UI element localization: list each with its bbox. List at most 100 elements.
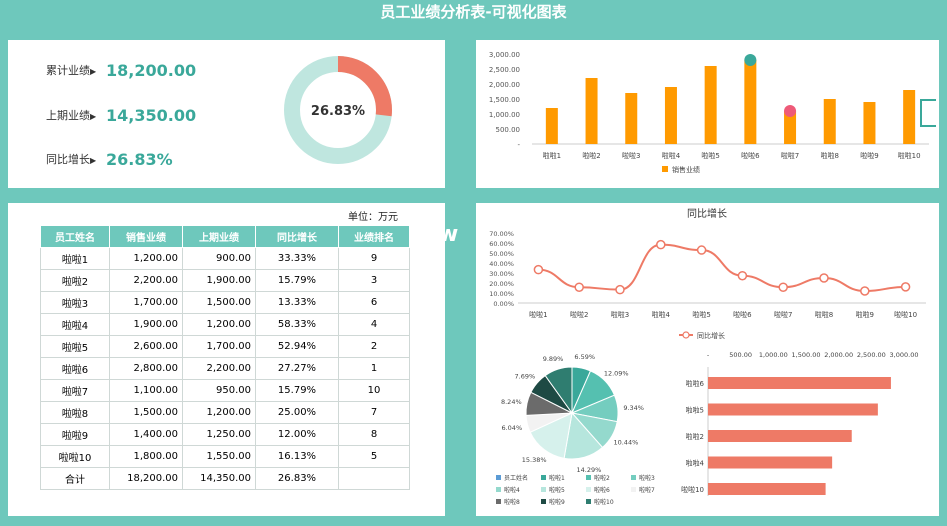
line-point (819, 273, 829, 283)
hbar (708, 403, 878, 416)
table-cell: 啦啦9 (40, 423, 110, 446)
table-cell: 2,200.00 (109, 269, 183, 292)
y-tick-label: 50.00% (489, 250, 514, 258)
legend-swatch (631, 475, 636, 480)
table-cell: 1,500.00 (109, 401, 183, 424)
top5-hbar-chart: - 500.00 1,000.00 1,500.00 2,000.00 2,500.00 3… (681, 351, 919, 496)
kpi-value: 14,350.00 (106, 105, 197, 125)
header-previous: 上期业绩 (182, 225, 256, 248)
line-point (574, 282, 584, 292)
table-cell: 10 (338, 379, 410, 402)
slice-label: 10.44% (613, 439, 638, 447)
bar (863, 102, 876, 144)
table-cell: 啦啦3 (40, 291, 110, 314)
x-tick-label: 啦啦8 (815, 310, 833, 319)
kpi-label: 上期业绩 (46, 109, 90, 122)
kpi-label: 累计业绩 (46, 64, 90, 77)
legend-label: 啦啦2 (594, 474, 610, 482)
y-tick-label: 1,500.00 (489, 96, 520, 104)
slice-label: 12.09% (604, 369, 629, 377)
sales-table: 员工姓名 销售业绩 上期业绩 同比增长 业绩排名 啦啦1 1,200.00 900.… (40, 225, 410, 490)
slice-label: 6.04% (501, 424, 522, 432)
table-cell: 啦啦4 (40, 313, 110, 336)
table-cell: 啦啦2 (40, 269, 110, 292)
caret-right-icon: ▶ (90, 112, 97, 121)
x-tick-label: 啦啦9 (856, 310, 874, 319)
table-cell: 1 (338, 357, 410, 380)
table-cell: 啦啦5 (40, 335, 110, 358)
legend-swatch (541, 487, 546, 492)
y-tick-label: 啦啦6 (686, 379, 705, 388)
share-pie-chart: 6.59% 12.09% 9.34% 10.44% 14.29% 15.38% 6.04% 8… (496, 353, 655, 506)
kpi-growth: 同比增长▶ 26.83% (46, 147, 173, 171)
table-cell: 13.33% (255, 291, 339, 314)
x-tick-label: 啦啦9 (860, 151, 878, 160)
bar (903, 90, 916, 144)
table-cell: 6 (338, 291, 410, 314)
table-cell: 1,250.00 (182, 423, 256, 446)
table-cell: 18,200.00 (109, 467, 183, 490)
sales-bar-chart-panel: - 500.00 1,000.00 1,500.00 2,000.00 2,500.00 3… (476, 40, 939, 188)
legend-swatch (496, 487, 501, 492)
table-row: 啦啦10 1,800.00 1,550.00 16.13% 5 (40, 445, 410, 468)
line-point (656, 239, 666, 250)
table-row: 啦啦5 2,600.00 1,700.00 52.94% 2 (40, 335, 410, 358)
bar (664, 87, 677, 144)
line-point (696, 245, 707, 255)
x-tick-label: 啦啦2 (570, 310, 588, 319)
table-cell: 1,200.00 (109, 247, 183, 270)
y-tick-label: 0.00% (493, 300, 514, 308)
table-cell: 12.00% (255, 423, 339, 446)
table-row: 啦啦1 1,200.00 900.00 33.33% 9 (40, 247, 410, 270)
legend-label: 啦啦3 (639, 474, 655, 482)
slice-label: 14.29% (576, 466, 601, 474)
table-cell: 15.79% (255, 379, 339, 402)
table-cell: 4 (338, 313, 410, 336)
x-tick-label: 3,000.00 (890, 351, 919, 359)
table-cell: 1,900.00 (109, 313, 183, 336)
legend-swatch (496, 499, 501, 504)
header-rank: 业绩排名 (338, 225, 410, 248)
x-tick-label: 啦啦5 (692, 310, 710, 319)
y-tick-label: 60.00% (489, 240, 514, 248)
caret-right-icon: ▶ (90, 67, 97, 76)
legend-swatch (586, 499, 591, 504)
table-cell: 1,200.00 (182, 313, 256, 336)
slice-label: 6.59% (574, 353, 595, 361)
table-cell: 1,700.00 (109, 291, 183, 314)
charts-panel: 同比增长 0.00% 10.00% 20.00% 30.00% 40.00% 50.00% 6… (476, 203, 939, 516)
table-cell: 1,500.00 (182, 291, 256, 314)
table-cell: 900.00 (182, 247, 256, 270)
table-cell: 合计 (40, 467, 110, 490)
table-cell: 15.79% (255, 269, 339, 292)
table-cell: 1,550.00 (182, 445, 256, 468)
line-point (615, 284, 625, 295)
x-tick-label: 啦啦3 (622, 151, 640, 160)
legend-label: 啦啦4 (504, 486, 520, 494)
slice-label: 7.69% (515, 372, 536, 380)
table-row: 啦啦9 1,400.00 1,250.00 12.00% 8 (40, 423, 410, 446)
table-cell: 14,350.00 (182, 467, 256, 490)
bar (704, 66, 717, 144)
x-tick-label: 1,500.00 (792, 351, 821, 359)
table-cell: 950.00 (182, 379, 256, 402)
kpi-cumulative: 累计业绩▶ 18,200.00 (46, 58, 196, 82)
x-tick-label: 1,000.00 (759, 351, 788, 359)
sales-bar-chart: - 500.00 1,000.00 1,500.00 2,000.00 2,500.00 3… (489, 51, 929, 174)
legend-swatch (662, 166, 668, 172)
unit-label: 单位：万元 (348, 212, 398, 223)
bar (545, 108, 558, 144)
selection-handle[interactable] (920, 99, 936, 127)
donut-fill (284, 56, 392, 164)
legend-swatch (586, 475, 591, 480)
legend-swatch (631, 487, 636, 492)
bar (585, 78, 598, 144)
x-tick-label: 啦啦2 (582, 151, 600, 160)
table-cell: 3 (338, 269, 410, 292)
line-point (737, 270, 748, 281)
table-cell: 52.94% (255, 335, 339, 358)
table-row: 啦啦3 1,700.00 1,500.00 13.33% 6 (40, 291, 410, 314)
x-tick-label: 啦啦10 (898, 151, 921, 160)
x-tick-label: 啦啦10 (894, 310, 917, 319)
legend-label: 啦啦6 (594, 486, 610, 494)
